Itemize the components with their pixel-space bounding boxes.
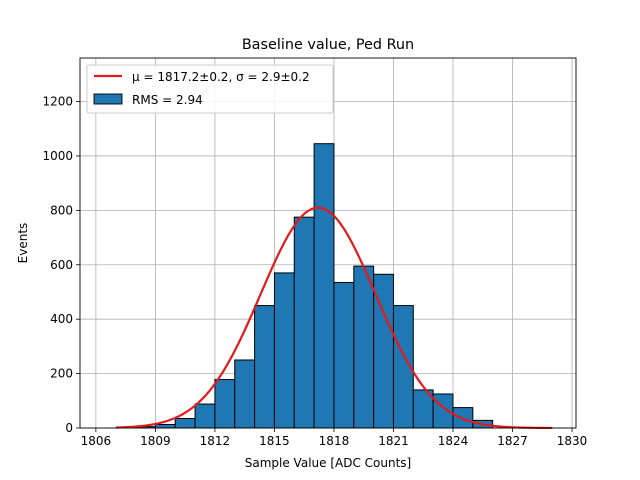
histogram-bar	[154, 423, 176, 429]
x-axis-ticks: 1806 1809 1812 1815 1818 1821 1824 1827 1830	[81, 428, 588, 448]
x-tick-label: 1830	[557, 434, 588, 448]
histogram-bar	[234, 359, 256, 429]
x-tick-label: 1818	[319, 434, 350, 448]
histogram-bar	[194, 403, 216, 429]
histogram-bar	[333, 281, 355, 429]
x-tick-label: 1824	[438, 434, 469, 448]
y-tick-label: 1000	[42, 149, 73, 163]
legend-histogram-label: RMS = 2.94	[132, 93, 203, 107]
x-tick-label: 1815	[259, 434, 290, 448]
y-tick-label: 800	[50, 203, 73, 217]
x-tick-label: 1821	[378, 434, 409, 448]
y-tick-label: 200	[50, 367, 73, 381]
histogram-bar	[214, 379, 236, 429]
y-axis-label: Events	[16, 223, 30, 264]
chart-title: Baseline value, Ped Run	[242, 37, 414, 53]
x-tick-label: 1809	[140, 434, 171, 448]
legend-box	[86, 64, 334, 114]
histogram-bar	[174, 417, 196, 429]
x-tick-label: 1812	[200, 434, 231, 448]
histogram-bar	[273, 272, 295, 429]
y-tick-label: 1200	[42, 95, 73, 109]
x-tick-label: 1806	[81, 434, 112, 448]
histogram-bar	[353, 265, 375, 429]
legend-fit-label: μ = 1817.2±0.2, σ = 2.9±0.2	[132, 70, 310, 84]
gaussian-fit-curve	[115, 206, 553, 430]
y-tick-label: 0	[65, 421, 73, 435]
plot-area-frame	[79, 57, 577, 429]
histogram-bar	[293, 216, 315, 429]
y-tick-label: 400	[50, 312, 73, 326]
x-tick-label: 1827	[497, 434, 528, 448]
y-tick-label: 600	[50, 258, 73, 272]
histogram-bar	[254, 305, 275, 429]
legend: μ = 1817.2±0.2, σ = 2.9±0.2 RMS = 2.94	[86, 64, 334, 114]
histogram-bar	[313, 143, 335, 429]
legend-histogram-swatch	[93, 93, 123, 105]
x-axis-label: Sample Value [ADC Counts]	[245, 456, 411, 470]
y-axis-ticks: 0 200 400 600 800 1000 1200	[42, 95, 80, 435]
